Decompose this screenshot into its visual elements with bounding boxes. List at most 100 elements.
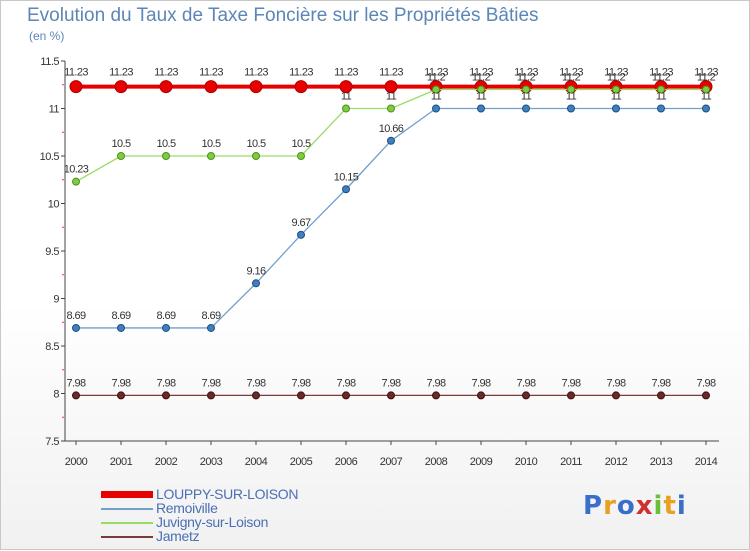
data-point-jametz bbox=[702, 391, 710, 400]
data-point-jametz bbox=[657, 391, 665, 400]
data-label-jametz: 7.98 bbox=[426, 377, 445, 389]
data-label-jametz: 7.98 bbox=[156, 377, 175, 389]
data-label-remoiville: 11 bbox=[476, 91, 487, 103]
data-point-louppy-sur-loison bbox=[69, 80, 83, 94]
data-label-remoiville: 11 bbox=[566, 91, 577, 103]
data-label-jametz: 7.98 bbox=[516, 377, 535, 389]
data-label-remoiville: 8.69 bbox=[201, 310, 220, 322]
data-label-louppy-sur-loison: 11.23 bbox=[334, 67, 358, 79]
data-label-jametz: 7.98 bbox=[336, 377, 355, 389]
x-tick-label: 2012 bbox=[605, 456, 628, 468]
data-label-jametz: 7.98 bbox=[66, 377, 85, 389]
data-label-juvigny-sur-loison: 11 bbox=[386, 91, 397, 103]
legend-label: Jametz bbox=[156, 528, 200, 544]
x-tick-label: 2004 bbox=[245, 456, 268, 468]
data-point-remoiville bbox=[612, 104, 620, 113]
data-label-remoiville: 11 bbox=[521, 91, 532, 103]
data-label-jametz: 7.98 bbox=[246, 377, 265, 389]
data-label-louppy-sur-loison: 11.23 bbox=[604, 67, 628, 79]
x-tick-label: 2007 bbox=[380, 456, 403, 468]
logo-letter: o bbox=[616, 491, 636, 521]
data-point-juvigny-sur-loison bbox=[207, 152, 215, 160]
data-point-jametz bbox=[342, 391, 350, 400]
data-point-juvigny-sur-loison bbox=[567, 85, 575, 94]
data-point-juvigny-sur-loison bbox=[72, 177, 80, 186]
data-label-louppy-sur-loison: 11.23 bbox=[289, 67, 313, 79]
data-point-remoiville bbox=[657, 104, 665, 113]
data-label-juvigny-sur-loison: 11.2 bbox=[562, 72, 581, 84]
data-point-juvigny-sur-loison bbox=[702, 85, 710, 94]
tick-labels: 7.5 8 8.5 9 9.5 10 10.5 11 11.5 2000 2001 2002 2003 2… bbox=[40, 56, 719, 468]
x-tick-label: 2003 bbox=[200, 456, 223, 468]
logo-letter: i bbox=[653, 491, 664, 521]
data-point-juvigny-sur-loison bbox=[297, 152, 305, 160]
data-point-remoiville bbox=[297, 230, 305, 239]
data-label-louppy-sur-loison: 11.23 bbox=[649, 67, 673, 79]
y-tick-label: 7.5 bbox=[45, 436, 59, 448]
data-point-juvigny-sur-loison bbox=[117, 152, 125, 160]
data-label-remoiville: 8.69 bbox=[156, 310, 175, 322]
y-tick-label: 10.5 bbox=[40, 151, 60, 163]
data-label-remoiville: 11 bbox=[701, 91, 712, 103]
data-point-jametz bbox=[162, 391, 170, 400]
proxiti-logo: Proxiti bbox=[583, 491, 687, 521]
data-label-jametz: 7.98 bbox=[651, 377, 670, 389]
data-point-louppy-sur-loison bbox=[249, 80, 263, 94]
data-label-juvigny-sur-loison: 10.5 bbox=[291, 138, 310, 150]
data-point-jametz bbox=[612, 391, 620, 400]
axes bbox=[61, 60, 719, 445]
y-tick-label: 8 bbox=[53, 389, 59, 401]
data-label-remoiville: 10.15 bbox=[334, 171, 359, 183]
series-lines bbox=[69, 80, 713, 400]
data-labels: 11.23 11.23 11.23 11.23 11.23 11.23 11.23 11.23… bbox=[64, 67, 719, 390]
chart-title: Evolution du Taux de Taxe Foncière sur l… bbox=[27, 5, 539, 26]
data-label-louppy-sur-loison: 11.23 bbox=[109, 67, 133, 79]
series-line-juvigny-sur-loison bbox=[75, 88, 706, 183]
data-label-remoiville: 11 bbox=[656, 91, 667, 103]
data-point-remoiville bbox=[477, 104, 485, 113]
data-label-louppy-sur-loison: 11.23 bbox=[424, 67, 448, 79]
y-tick-label: 10 bbox=[48, 199, 60, 211]
data-point-remoiville bbox=[207, 323, 215, 332]
data-label-louppy-sur-loison: 11.23 bbox=[694, 67, 718, 79]
data-label-jametz: 7.98 bbox=[606, 377, 625, 389]
x-tick-label: 2002 bbox=[155, 456, 178, 468]
data-point-jametz bbox=[387, 391, 395, 400]
logo-letter: r bbox=[603, 491, 617, 521]
data-point-jametz bbox=[477, 391, 485, 400]
data-point-louppy-sur-loison bbox=[159, 80, 173, 94]
data-label-louppy-sur-loison: 11.23 bbox=[64, 67, 88, 79]
data-point-remoiville bbox=[252, 279, 260, 288]
y-tick-label: 11 bbox=[49, 104, 60, 116]
logo-letter: x bbox=[635, 491, 654, 521]
x-tick-label: 2001 bbox=[110, 456, 133, 468]
legend-swatch bbox=[101, 522, 153, 524]
y-tick-label: 9 bbox=[53, 294, 59, 306]
data-point-jametz bbox=[117, 391, 125, 400]
data-point-jametz bbox=[567, 391, 575, 400]
data-point-remoiville bbox=[432, 104, 440, 113]
data-label-jametz: 7.98 bbox=[561, 377, 580, 389]
x-tick-label: 2014 bbox=[695, 456, 718, 468]
data-point-juvigny-sur-loison bbox=[162, 152, 170, 160]
data-point-jametz bbox=[207, 391, 215, 400]
y-tick-label: 9.5 bbox=[45, 246, 59, 258]
logo-letter: t bbox=[663, 491, 677, 521]
y-axis-unit-label: (en %) bbox=[29, 29, 65, 43]
data-label-juvigny-sur-loison: 10.23 bbox=[64, 164, 89, 176]
y-tick-label: 8.5 bbox=[45, 341, 59, 353]
legend-label: LOUPPY-SUR-LOISON bbox=[156, 486, 299, 502]
x-tick-label: 2009 bbox=[470, 456, 493, 468]
data-point-juvigny-sur-loison bbox=[657, 85, 665, 94]
x-tick-label: 2000 bbox=[65, 456, 88, 468]
data-point-juvigny-sur-loison bbox=[252, 152, 260, 160]
data-label-remoiville: 8.69 bbox=[66, 310, 85, 322]
data-point-remoiville bbox=[72, 323, 80, 332]
data-label-louppy-sur-loison: 11.23 bbox=[469, 67, 493, 79]
data-point-juvigny-sur-loison bbox=[522, 85, 530, 94]
data-label-juvigny-sur-loison: 11.2 bbox=[697, 72, 716, 84]
data-label-louppy-sur-loison: 11.23 bbox=[559, 67, 583, 79]
logo-letter: i bbox=[676, 491, 687, 521]
